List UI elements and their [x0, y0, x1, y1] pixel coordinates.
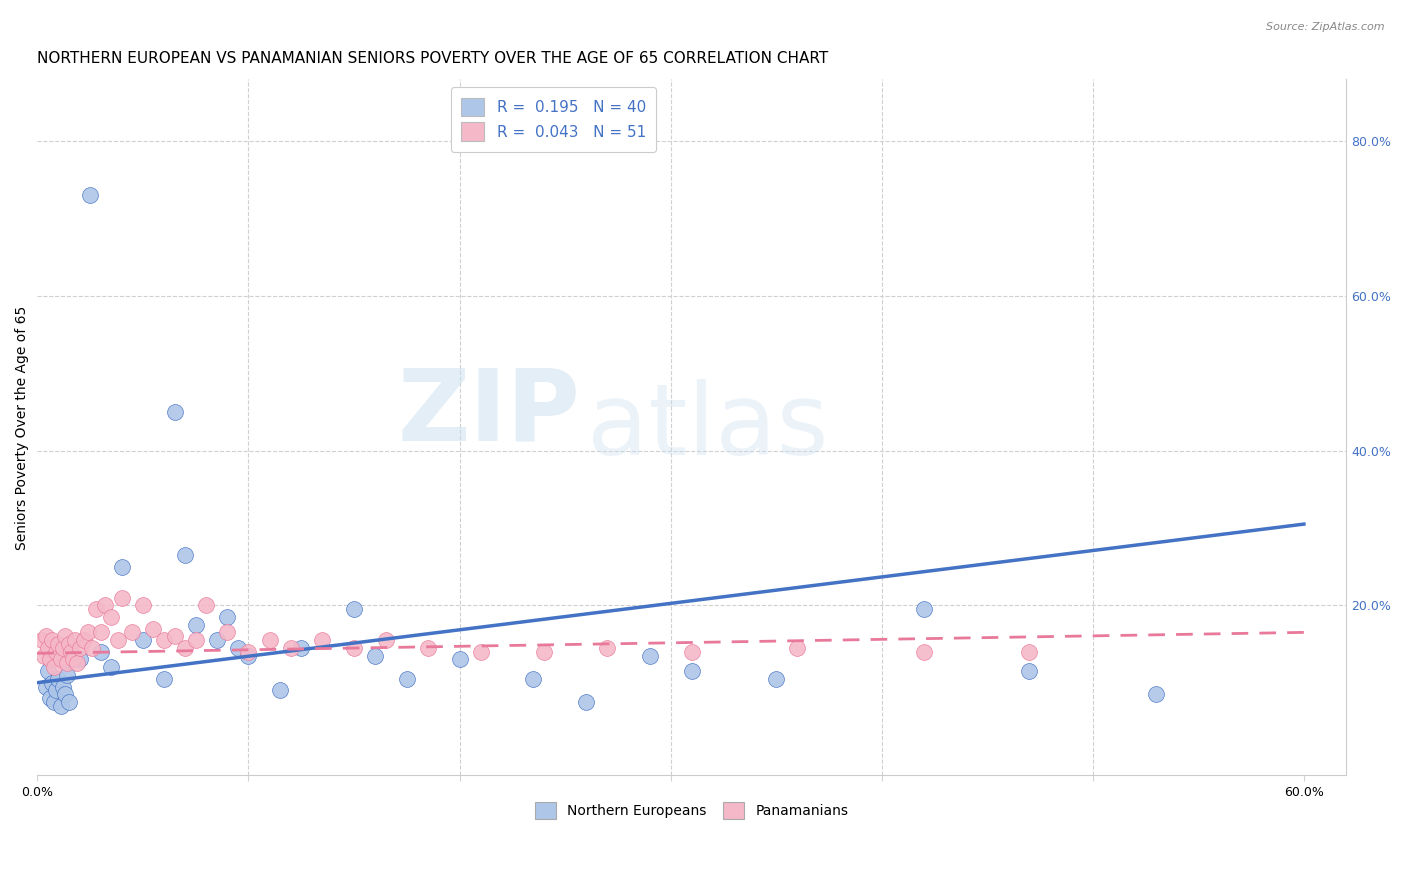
Point: [82, 640, 104, 655]
Legend: Northern Europeans, Panamanians: Northern Europeans, Panamanians: [530, 797, 853, 824]
Point: [35, 629, 58, 643]
Point: [56, 657, 79, 671]
Point: [41, 633, 63, 648]
Point: [69, 640, 91, 655]
Point: [238, 645, 260, 659]
Point: [39, 652, 62, 666]
Point: [49, 652, 72, 666]
Point: [53, 687, 76, 701]
Point: [217, 610, 239, 624]
Point: [1018, 645, 1040, 659]
Point: [90, 645, 112, 659]
Point: [58, 637, 80, 651]
Point: [280, 640, 302, 655]
Point: [174, 640, 197, 655]
Point: [374, 633, 396, 648]
Point: [522, 672, 544, 686]
Point: [153, 672, 176, 686]
Point: [60, 645, 83, 659]
Point: [153, 633, 176, 648]
Point: [65, 633, 87, 648]
Point: [107, 633, 129, 648]
Point: [449, 652, 471, 666]
Point: [44, 695, 66, 709]
Point: [470, 645, 492, 659]
Point: [52, 680, 75, 694]
Text: Source: ZipAtlas.com: Source: ZipAtlas.com: [1267, 22, 1385, 32]
Point: [1018, 664, 1040, 678]
Point: [41, 675, 63, 690]
Point: [62, 652, 84, 666]
Point: [132, 633, 155, 648]
Point: [1144, 687, 1167, 701]
Point: [31, 633, 53, 648]
Point: [343, 602, 366, 616]
Point: [69, 652, 91, 666]
Point: [121, 625, 143, 640]
Point: [259, 633, 281, 648]
Point: [596, 640, 619, 655]
Point: [226, 640, 249, 655]
Point: [53, 629, 76, 643]
Point: [912, 602, 935, 616]
Point: [163, 405, 186, 419]
Text: ZIP: ZIP: [398, 365, 581, 462]
Point: [56, 668, 79, 682]
Point: [364, 648, 387, 663]
Point: [86, 602, 108, 616]
Point: [90, 625, 112, 640]
Point: [45, 645, 67, 659]
Point: [58, 695, 80, 709]
Point: [195, 599, 218, 613]
Point: [79, 188, 101, 202]
Point: [184, 617, 207, 632]
Point: [48, 637, 70, 651]
Point: [111, 591, 134, 605]
Point: [217, 625, 239, 640]
Point: [52, 640, 75, 655]
Point: [174, 548, 197, 562]
Point: [142, 622, 165, 636]
Point: [49, 698, 72, 713]
Point: [77, 625, 100, 640]
Point: [163, 629, 186, 643]
Point: [94, 599, 117, 613]
Point: [416, 640, 439, 655]
Point: [184, 633, 207, 648]
Point: [912, 645, 935, 659]
Y-axis label: Seniors Poverty Over the Age of 65: Seniors Poverty Over the Age of 65: [15, 305, 30, 549]
Text: atlas: atlas: [588, 379, 828, 476]
Point: [37, 664, 59, 678]
Point: [132, 599, 155, 613]
Point: [533, 645, 555, 659]
Point: [37, 640, 59, 655]
Point: [290, 640, 312, 655]
Point: [575, 695, 598, 709]
Point: [681, 645, 703, 659]
Point: [35, 680, 58, 694]
Point: [395, 672, 418, 686]
Point: [45, 683, 67, 698]
Point: [48, 672, 70, 686]
Point: [100, 610, 122, 624]
Point: [343, 640, 366, 655]
Point: [205, 633, 228, 648]
Point: [73, 633, 96, 648]
Point: [786, 640, 808, 655]
Point: [638, 648, 661, 663]
Point: [111, 559, 134, 574]
Point: [765, 672, 787, 686]
Text: NORTHERN EUROPEAN VS PANAMANIAN SENIORS POVERTY OVER THE AGE OF 65 CORRELATION C: NORTHERN EUROPEAN VS PANAMANIAN SENIORS …: [38, 51, 828, 66]
Point: [238, 648, 260, 663]
Point: [681, 664, 703, 678]
Point: [311, 633, 333, 648]
Point: [100, 660, 122, 674]
Point: [269, 683, 291, 698]
Point: [39, 691, 62, 706]
Point: [44, 660, 66, 674]
Point: [66, 657, 89, 671]
Point: [32, 648, 55, 663]
